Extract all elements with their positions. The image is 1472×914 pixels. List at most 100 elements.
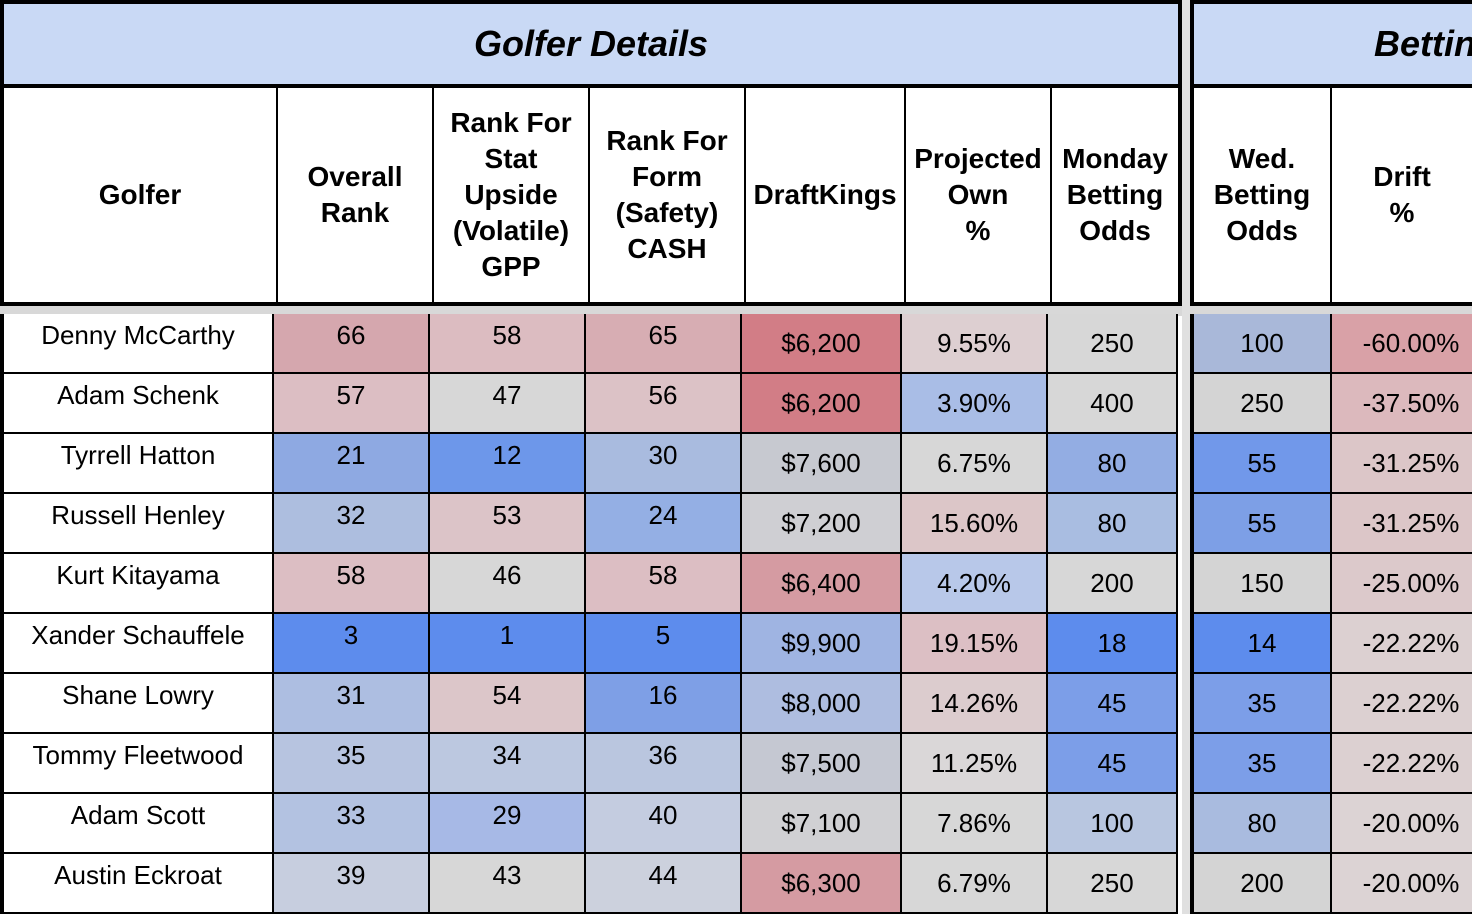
monday-odds-cell[interactable]: 80 [1048, 494, 1178, 554]
monday-odds-cell[interactable]: 250 [1048, 314, 1178, 374]
draftkings-cell[interactable]: $8,000 [742, 674, 902, 734]
golfer-cell[interactable]: Denny McCarthy [0, 314, 274, 374]
overall-rank-cell[interactable]: 57 [274, 374, 430, 434]
golfer-cell[interactable]: Shane Lowry [0, 674, 274, 734]
overall-rank-cell[interactable]: 39 [274, 854, 430, 914]
drift-cell[interactable]: -22.22% [1332, 674, 1472, 734]
monday-odds-cell[interactable]: 250 [1048, 854, 1178, 914]
monday-odds-cell[interactable]: 45 [1048, 734, 1178, 794]
projected-own-cell[interactable]: 3.90% [902, 374, 1048, 434]
header-drift[interactable]: Drift % [1373, 161, 1431, 228]
rank-form-cell[interactable]: 56 [586, 374, 742, 434]
wed-odds-cell[interactable]: 200 [1190, 854, 1332, 914]
rank-form-cell[interactable]: 24 [586, 494, 742, 554]
wed-odds-cell[interactable]: 55 [1190, 494, 1332, 554]
projected-own-cell[interactable]: 6.75% [902, 434, 1048, 494]
overall-rank-cell[interactable]: 66 [274, 314, 430, 374]
golfer-cell[interactable]: Russell Henley [0, 494, 274, 554]
golfer-cell[interactable]: Austin Eckroat [0, 854, 274, 914]
rank-form-cell[interactable]: 5 [586, 614, 742, 674]
header-projected-own[interactable]: Projected Own % [906, 88, 1052, 302]
drift-cell[interactable]: -20.00% [1332, 794, 1472, 854]
draftkings-cell[interactable]: $9,900 [742, 614, 902, 674]
drift-cell[interactable]: -22.22% [1332, 734, 1472, 794]
overall-rank-cell[interactable]: 58 [274, 554, 430, 614]
draftkings-cell[interactable]: $7,600 [742, 434, 902, 494]
golfer-cell[interactable]: Tyrrell Hatton [0, 434, 274, 494]
projected-own-cell[interactable]: 7.86% [902, 794, 1048, 854]
header-monday-odds[interactable]: Monday Betting Odds [1062, 143, 1168, 246]
rank-form-cell[interactable]: 58 [586, 554, 742, 614]
rank-stat-upside-cell[interactable]: 43 [430, 854, 586, 914]
drift-cell[interactable]: -60.00% [1332, 314, 1472, 374]
draftkings-cell[interactable]: $6,300 [742, 854, 902, 914]
golfer-cell[interactable]: Xander Schauffele [0, 614, 274, 674]
table-row[interactable]: Tommy Fleetwood 35 34 36 $7,500 11.25% 45 35 -22… [0, 734, 1472, 794]
golfer-cell[interactable]: Tommy Fleetwood [0, 734, 274, 794]
wed-odds-cell[interactable]: 250 [1190, 374, 1332, 434]
rank-form-cell[interactable]: 36 [586, 734, 742, 794]
overall-rank-cell[interactable]: 35 [274, 734, 430, 794]
table-row[interactable]: Xander Schauffele 3 1 5 $9,900 19.15% 18 14 -22.… [0, 614, 1472, 674]
draftkings-cell[interactable]: $6,400 [742, 554, 902, 614]
projected-own-cell[interactable]: 15.60% [902, 494, 1048, 554]
table-row[interactable]: Russell Henley 32 53 24 $7,200 15.60% 80 55 -31.… [0, 494, 1472, 554]
drift-cell[interactable]: -31.25% [1332, 494, 1472, 554]
overall-rank-cell[interactable]: 32 [274, 494, 430, 554]
overall-rank-cell[interactable]: 33 [274, 794, 430, 854]
table-row[interactable]: Denny McCarthy 66 58 65 $6,200 9.55% 250 100 -60… [0, 314, 1472, 374]
wed-odds-cell[interactable]: 35 [1190, 674, 1332, 734]
monday-odds-cell[interactable]: 80 [1048, 434, 1178, 494]
header-wed-odds[interactable]: Wed. Betting Odds [1194, 88, 1332, 302]
wed-odds-cell[interactable]: 35 [1190, 734, 1332, 794]
draftkings-cell[interactable]: $6,200 [742, 314, 902, 374]
draftkings-cell[interactable]: $6,200 [742, 374, 902, 434]
overall-rank-cell[interactable]: 31 [274, 674, 430, 734]
header-draftkings[interactable]: DraftKings [746, 88, 906, 302]
drift-cell[interactable]: -37.50% [1332, 374, 1472, 434]
draftkings-cell[interactable]: $7,500 [742, 734, 902, 794]
drift-cell[interactable]: -31.25% [1332, 434, 1472, 494]
projected-own-cell[interactable]: 11.25% [902, 734, 1048, 794]
golfer-cell[interactable]: Adam Scott [0, 794, 274, 854]
rank-form-cell[interactable]: 65 [586, 314, 742, 374]
rank-form-cell[interactable]: 16 [586, 674, 742, 734]
wed-odds-cell[interactable]: 150 [1190, 554, 1332, 614]
rank-stat-upside-cell[interactable]: 29 [430, 794, 586, 854]
wed-odds-cell[interactable]: 100 [1190, 314, 1332, 374]
draftkings-cell[interactable]: $7,200 [742, 494, 902, 554]
rank-stat-upside-cell[interactable]: 12 [430, 434, 586, 494]
table-row[interactable]: Adam Schenk 57 47 56 $6,200 3.90% 400 250 -37.50… [0, 374, 1472, 434]
monday-odds-cell[interactable]: 200 [1048, 554, 1178, 614]
overall-rank-cell[interactable]: 21 [274, 434, 430, 494]
rank-stat-upside-cell[interactable]: 58 [430, 314, 586, 374]
drift-cell[interactable]: -25.00% [1332, 554, 1472, 614]
monday-odds-cell[interactable]: 18 [1048, 614, 1178, 674]
rank-stat-upside-cell[interactable]: 47 [430, 374, 586, 434]
draftkings-cell[interactable]: $7,100 [742, 794, 902, 854]
rank-form-cell[interactable]: 30 [586, 434, 742, 494]
overall-rank-cell[interactable]: 3 [274, 614, 430, 674]
table-row[interactable]: Shane Lowry 31 54 16 $8,000 14.26% 45 35 -22.22% [0, 674, 1472, 734]
drift-cell[interactable]: -22.22% [1332, 614, 1472, 674]
rank-stat-upside-cell[interactable]: 46 [430, 554, 586, 614]
rank-form-cell[interactable]: 44 [586, 854, 742, 914]
header-golfer[interactable]: Golfer [4, 88, 278, 302]
wed-odds-cell[interactable]: 80 [1190, 794, 1332, 854]
table-row[interactable]: Austin Eckroat 39 43 44 $6,300 6.79% 250 200 -20… [0, 854, 1472, 914]
monday-odds-cell[interactable]: 400 [1048, 374, 1178, 434]
rank-form-cell[interactable]: 40 [586, 794, 742, 854]
header-overall-rank[interactable]: Overall Rank [278, 88, 434, 302]
projected-own-cell[interactable]: 4.20% [902, 554, 1048, 614]
projected-own-cell[interactable]: 19.15% [902, 614, 1048, 674]
projected-own-cell[interactable]: 14.26% [902, 674, 1048, 734]
rank-stat-upside-cell[interactable]: 53 [430, 494, 586, 554]
header-rank-form[interactable]: Rank For Form (Safety) CASH [590, 88, 746, 302]
table-row[interactable]: Adam Scott 33 29 40 $7,100 7.86% 100 80 -20.00% [0, 794, 1472, 854]
table-row[interactable]: Kurt Kitayama 58 46 58 $6,400 4.20% 200 150 -25.… [0, 554, 1472, 614]
drift-cell[interactable]: -20.00% [1332, 854, 1472, 914]
rank-stat-upside-cell[interactable]: 1 [430, 614, 586, 674]
rank-stat-upside-cell[interactable]: 34 [430, 734, 586, 794]
golfer-cell[interactable]: Kurt Kitayama [0, 554, 274, 614]
projected-own-cell[interactable]: 9.55% [902, 314, 1048, 374]
